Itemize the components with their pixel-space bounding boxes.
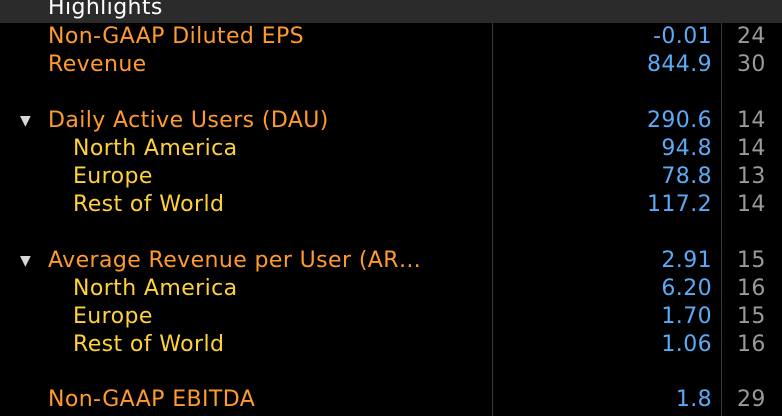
section-title: Highlights — [48, 0, 163, 20]
row-count: 16 — [737, 332, 766, 357]
table-row[interactable]: Rest of World 1.06 16 — [0, 331, 782, 359]
section-header: Highlights — [0, 0, 782, 23]
row-value: 6.20 — [661, 276, 712, 301]
row-count: 14 — [737, 136, 766, 161]
row-label: Revenue — [48, 52, 147, 77]
table-row-group-daily-active-users[interactable]: ▼ Daily Active Users (DAU) 290.6 14 — [0, 107, 782, 135]
table-row[interactable]: Non-GAAP Diluted EPS -0.01 24 — [0, 23, 782, 51]
table-row[interactable]: North America 6.20 16 — [0, 275, 782, 303]
table-row[interactable]: North America 94.8 14 — [0, 135, 782, 163]
row-count: 29 — [737, 387, 766, 412]
row-value: 1.8 — [675, 387, 712, 412]
row-label: North America — [73, 276, 238, 301]
caret-down-icon[interactable]: ▼ — [20, 113, 32, 129]
caret-down-icon[interactable]: ▼ — [20, 253, 32, 269]
row-value: 2.91 — [661, 248, 712, 273]
row-value: 117.2 — [647, 192, 712, 217]
row-count: 30 — [737, 52, 766, 77]
row-count: 15 — [737, 304, 766, 329]
row-label: Rest of World — [73, 332, 225, 357]
row-label: Europe — [73, 304, 153, 329]
table-row[interactable]: Rest of World 117.2 14 — [0, 191, 782, 219]
row-count: 16 — [737, 276, 766, 301]
row-label: North America — [73, 136, 238, 161]
row-value: 290.6 — [647, 108, 712, 133]
table-row[interactable]: Europe 78.8 13 — [0, 163, 782, 191]
row-label: Non-GAAP EBITDA — [48, 387, 256, 412]
row-count: 14 — [737, 108, 766, 133]
column-divider — [492, 0, 493, 416]
row-value: 94.8 — [661, 136, 712, 161]
row-count: 24 — [737, 24, 766, 49]
row-value: 1.06 — [661, 332, 712, 357]
row-count: 13 — [737, 164, 766, 189]
row-count: 15 — [737, 248, 766, 273]
row-value: 78.8 — [661, 164, 712, 189]
row-count: 14 — [737, 192, 766, 217]
row-value: 1.70 — [661, 304, 712, 329]
row-value: -0.01 — [653, 24, 712, 49]
table-row[interactable]: Revenue 844.9 30 — [0, 51, 782, 79]
row-value: 844.9 — [647, 52, 712, 77]
row-label: Daily Active Users (DAU) — [48, 108, 329, 133]
row-label: Non-GAAP Diluted EPS — [48, 24, 304, 49]
row-label: Europe — [73, 164, 153, 189]
row-label: Rest of World — [73, 192, 225, 217]
row-label: Average Revenue per User (AR… — [48, 248, 422, 273]
column-divider — [721, 0, 722, 416]
table-row-group-average-revenue-per-user[interactable]: ▼ Average Revenue per User (AR… 2.91 15 — [0, 247, 782, 275]
table-row[interactable]: Europe 1.70 15 — [0, 303, 782, 331]
table-row[interactable]: Non-GAAP EBITDA 1.8 29 — [0, 386, 782, 414]
